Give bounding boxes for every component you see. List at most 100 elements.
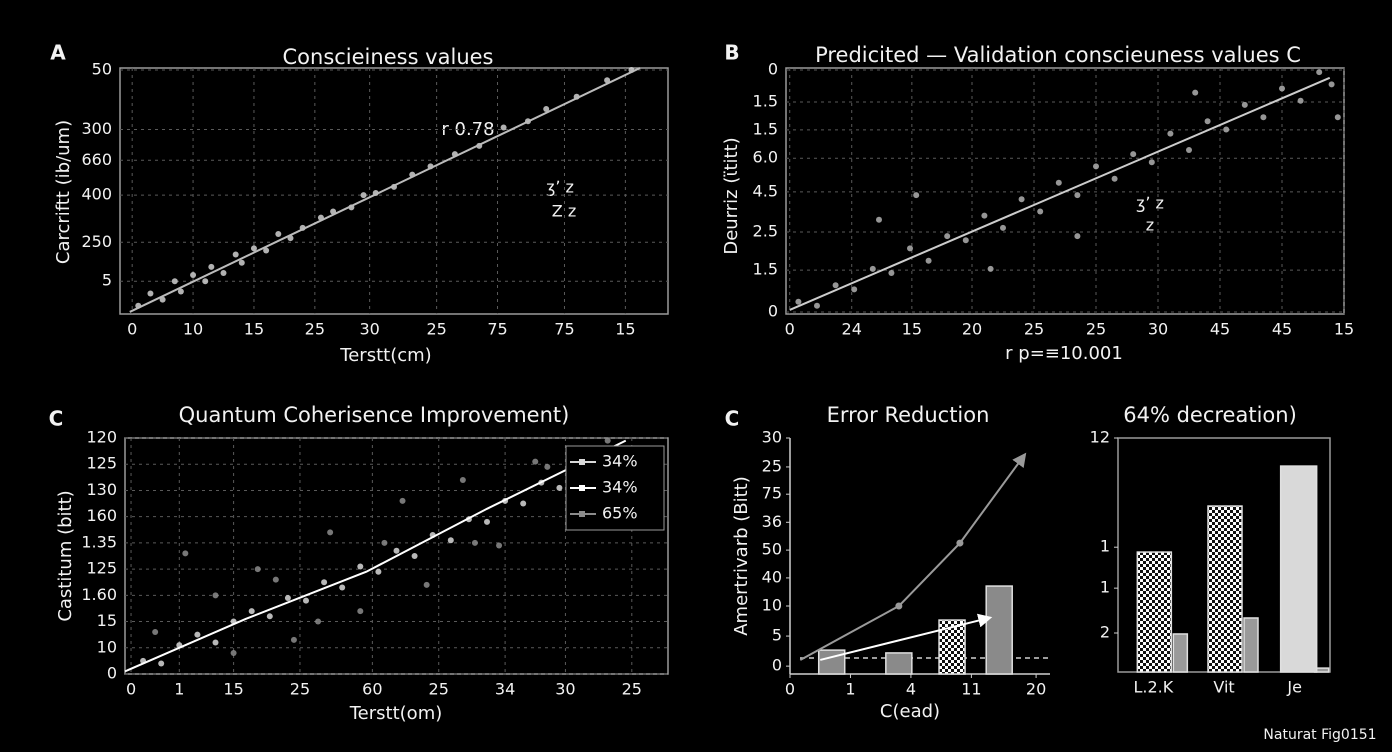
x-tick-label: 30	[555, 680, 575, 699]
point	[1111, 175, 1118, 182]
point	[832, 282, 839, 289]
line	[129, 67, 641, 313]
bar	[885, 652, 913, 675]
y-axis-label: Castitum (bitt)	[55, 490, 76, 621]
point	[230, 650, 237, 657]
point	[250, 245, 257, 252]
point	[1186, 147, 1192, 153]
y-axis-label: Deurriz (ϊtitt)	[721, 137, 742, 254]
x-axis-label: Terstt(om)	[349, 703, 443, 724]
point	[212, 639, 219, 646]
x-tick-label: 75	[487, 320, 507, 339]
x-tick-label: 45	[1210, 320, 1230, 339]
point	[1000, 224, 1006, 231]
x-tick-label: Je	[1286, 678, 1302, 697]
x-tick-label: 30	[359, 320, 379, 339]
x-tick-label: 0	[785, 680, 795, 699]
x-tick-label: 15	[1334, 320, 1354, 339]
point	[496, 542, 503, 549]
point	[1297, 97, 1304, 104]
point	[1148, 159, 1155, 166]
x-tick-label: 30	[1148, 320, 1168, 339]
y-tick-label: 0	[107, 664, 117, 683]
x-tick-label: 25	[305, 320, 325, 339]
point	[907, 245, 913, 252]
point	[888, 270, 895, 276]
y-tick-label: 2	[1100, 623, 1110, 642]
point	[272, 576, 279, 583]
point	[232, 251, 239, 258]
point	[851, 286, 858, 293]
point	[212, 592, 219, 599]
point	[604, 437, 611, 444]
point	[284, 594, 291, 601]
point	[202, 278, 209, 285]
line	[789, 76, 1331, 311]
y-tick-label: 25	[762, 456, 782, 475]
point	[290, 636, 297, 643]
line	[799, 452, 1027, 661]
point	[254, 566, 261, 573]
point	[987, 265, 994, 272]
point	[381, 539, 388, 546]
x-tick-label: 25	[429, 680, 449, 699]
bar	[1279, 465, 1318, 673]
point	[1334, 114, 1341, 121]
x-tick-label: 25	[622, 680, 642, 699]
line-marker	[956, 539, 964, 547]
panel-letter: A	[50, 41, 66, 65]
x-tick-label: 15	[902, 320, 922, 339]
line	[819, 613, 993, 661]
point	[357, 608, 364, 615]
x-tick-label: 15	[244, 320, 264, 339]
y-tick-label: 1.5	[753, 260, 778, 279]
point	[399, 497, 406, 504]
x-tick-label: 25	[290, 680, 310, 699]
x-tick-label: 11	[961, 680, 981, 699]
point	[321, 579, 328, 586]
y-axis-label: Carcriftt (ib/um)	[53, 120, 74, 264]
point	[190, 272, 197, 279]
point	[532, 458, 539, 465]
point	[1130, 151, 1137, 158]
y-tick-label: 125	[86, 559, 117, 578]
point	[275, 231, 282, 238]
chart-title: Error Reduction	[827, 403, 990, 427]
point	[544, 463, 551, 470]
y-tick-label: 15	[97, 611, 117, 630]
y-tick-label: 400	[81, 185, 112, 204]
x-tick-label: 20	[962, 320, 982, 339]
point	[520, 500, 527, 507]
point	[1316, 69, 1323, 76]
point	[238, 259, 245, 266]
point	[182, 550, 189, 557]
line-marker	[895, 602, 903, 610]
point	[876, 216, 882, 223]
panel-letter: C	[725, 407, 740, 431]
point	[1037, 208, 1044, 215]
annotation: ʒʼ z	[546, 178, 574, 197]
point	[543, 106, 550, 112]
line	[124, 439, 627, 673]
bar	[1207, 505, 1243, 673]
legend-swatch	[579, 459, 585, 465]
x-tick-label: 25	[426, 320, 446, 339]
y-tick-label: 1.5	[753, 92, 778, 111]
point	[962, 237, 969, 244]
bar	[1243, 617, 1259, 673]
bar	[1172, 633, 1189, 673]
point	[1223, 126, 1230, 133]
point	[423, 581, 430, 588]
point	[159, 296, 166, 303]
panel-letter: B	[724, 41, 739, 65]
annotation: ʒʼ z	[1136, 194, 1164, 213]
x-tick-label: 15	[223, 680, 243, 699]
point	[208, 263, 215, 270]
x-axis-label: Terstt(cm)	[339, 345, 431, 366]
point	[171, 278, 178, 285]
x-tick-label: 10	[183, 320, 203, 339]
point	[1328, 81, 1335, 88]
annotation: Z z	[552, 202, 576, 221]
point	[360, 192, 367, 199]
